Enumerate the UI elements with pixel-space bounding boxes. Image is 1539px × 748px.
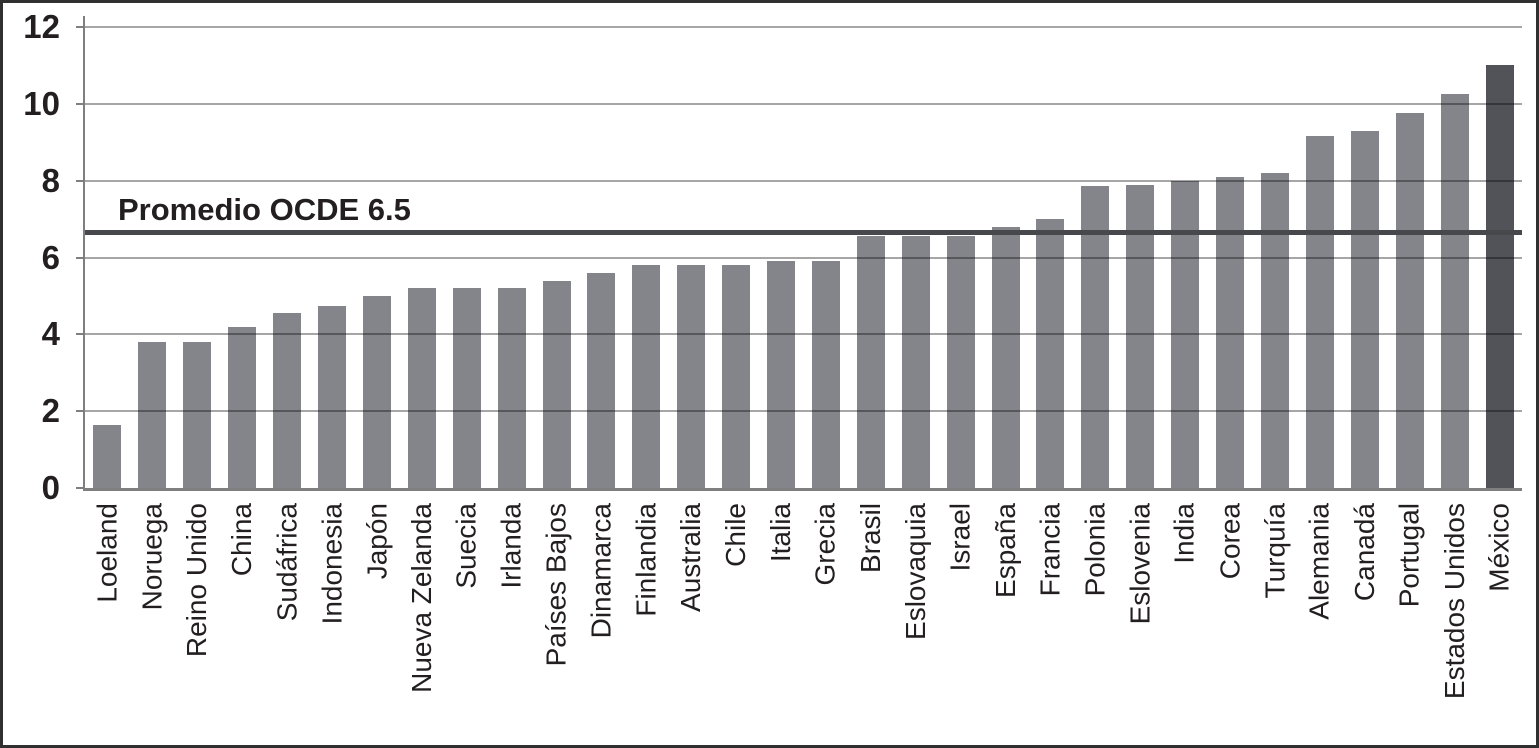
bar-italia [767, 261, 796, 488]
bar-suecia [452, 288, 481, 488]
x-label-china: China [226, 503, 258, 577]
bar-irlanda [497, 288, 526, 488]
y-tick-10 [76, 102, 85, 105]
bar-indonesia [317, 305, 346, 488]
gridline-10 [85, 102, 1522, 105]
bar-noruega [138, 342, 167, 488]
y-tick-0 [76, 487, 85, 489]
y-tick-8 [76, 179, 85, 182]
bar-israel [946, 236, 975, 488]
gridline-4 [85, 333, 1522, 336]
x-label-espana: España [989, 503, 1021, 598]
bar-finlandia [632, 265, 661, 488]
x-label-noruega: Noruega [136, 503, 168, 611]
y-axis-label-8: 8 [41, 161, 60, 199]
ocde-average-line [85, 230, 1522, 236]
x-label-irlanda: Irlanda [495, 503, 527, 589]
x-label-indonesia: Indonesia [315, 503, 347, 625]
y-axis-label-6: 6 [41, 238, 60, 276]
y-axis-label-0: 0 [41, 469, 60, 506]
x-label-alemania: Alemania [1303, 503, 1335, 620]
bar-portugal [1395, 113, 1424, 488]
x-label-paises-bajos: Países Bajos [540, 503, 572, 667]
x-label-canada: Canadá [1348, 503, 1380, 602]
x-label-mexico: México [1483, 503, 1515, 592]
x-label-loeland: Loeland [91, 503, 123, 603]
gridline-6 [85, 256, 1522, 259]
x-label-nueva-zelanda: Nueva Zelanda [405, 503, 437, 693]
bar-australia [677, 265, 706, 488]
y-axis-label-10: 10 [23, 84, 60, 122]
y-axis-label-4: 4 [41, 315, 60, 353]
bar-sudafrica [273, 313, 302, 488]
x-label-australia: Australia [675, 503, 707, 612]
x-label-turquia: Turquía [1259, 503, 1291, 599]
bar-turquia [1261, 172, 1290, 488]
x-label-reino-unido: Reino Unido [181, 503, 213, 658]
bar-canada [1350, 130, 1379, 488]
bar-alemania [1305, 136, 1334, 488]
x-label-india: India [1169, 503, 1201, 564]
bar-mexico [1485, 65, 1514, 488]
bar-paises-bajos [542, 280, 571, 488]
x-label-francia: Francia [1034, 503, 1066, 597]
bar-loeland [93, 424, 122, 488]
x-label-finlandia: Finlandia [630, 503, 662, 617]
y-tick-12 [76, 26, 85, 28]
x-label-estados-unidos: Estados Unidos [1438, 503, 1470, 700]
bar-reino-unido [183, 342, 212, 488]
bar-estados-unidos [1440, 94, 1469, 488]
bar-nueva-zelanda [407, 288, 436, 488]
x-label-dinamarca: Dinamarca [585, 503, 617, 639]
x-label-brasil: Brasil [854, 503, 886, 574]
bar-eslovenia [1126, 184, 1155, 488]
x-label-grecia: Grecia [809, 503, 841, 586]
x-axis-line [83, 488, 1522, 491]
x-label-suecia: Suecia [450, 503, 482, 589]
gridline-2 [85, 410, 1522, 413]
bar-corea [1216, 176, 1245, 488]
y-axis-label-2: 2 [41, 392, 60, 430]
x-label-polonia: Polonia [1079, 503, 1111, 597]
x-label-sudafrica: Sudáfrica [271, 503, 303, 622]
bar-china [228, 326, 257, 488]
y-axis-label-12: 12 [23, 8, 60, 45]
bar-francia [1036, 219, 1065, 488]
x-label-portugal: Portugal [1393, 503, 1425, 608]
bar-polonia [1081, 186, 1110, 488]
y-tick-6 [76, 256, 85, 259]
bar-grecia [811, 261, 840, 488]
y-tick-4 [76, 333, 85, 336]
x-label-chile: Chile [720, 503, 752, 567]
x-label-eslovaquia: Eslovaquia [899, 503, 931, 640]
x-label-israel: Israel [944, 503, 976, 572]
x-label-japon: Japón [360, 503, 392, 580]
x-label-eslovenia: Eslovenia [1124, 503, 1156, 625]
x-label-corea: Corea [1214, 503, 1246, 580]
gridline-8 [85, 179, 1522, 182]
y-tick-2 [76, 410, 85, 413]
bar-eslovaquia [901, 236, 930, 488]
bar-chile [722, 265, 751, 488]
bar-japon [362, 295, 391, 488]
bar-espana [991, 226, 1020, 488]
y-axis-line [83, 16, 85, 491]
bar-brasil [856, 236, 885, 488]
ocde-average-label: Promedio OCDE 6.5 [118, 192, 411, 227]
x-label-italia: Italia [765, 503, 797, 563]
gridline-12 [85, 26, 1522, 28]
bar-dinamarca [587, 272, 616, 488]
